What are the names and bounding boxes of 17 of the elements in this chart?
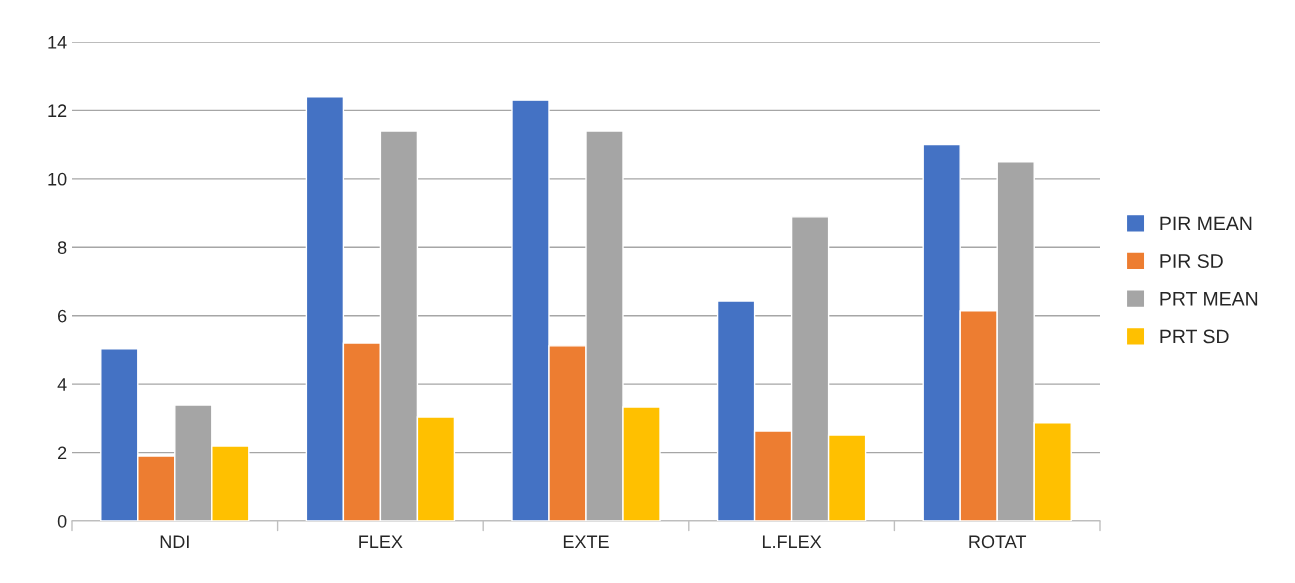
- x-tick-label: ROTAT: [969, 535, 1027, 549]
- y-tick-label: 6: [58, 309, 67, 323]
- legend-label: PRT SD: [1160, 329, 1229, 344]
- x-tick-label: L.FLEX: [762, 535, 822, 548]
- y-tick-label: 4: [57, 378, 67, 391]
- legend-label: PIR MEAN: [1160, 216, 1252, 231]
- y-tick-label: 2: [58, 446, 67, 460]
- legend-label: PRT MEAN: [1160, 292, 1258, 306]
- y-tick-label: 10: [48, 172, 67, 186]
- y-tick-label: 14: [48, 36, 67, 49]
- x-tick-label: EXTE: [563, 535, 609, 548]
- x-tick-label: NDI: [160, 535, 189, 548]
- y-tick-label: 0: [57, 514, 67, 528]
- y-tick-label: 12: [48, 104, 67, 117]
- y-tick-label: 8: [57, 241, 67, 255]
- x-tick-label: FLEX: [359, 535, 403, 548]
- legend-label: PIR SD: [1160, 254, 1223, 268]
